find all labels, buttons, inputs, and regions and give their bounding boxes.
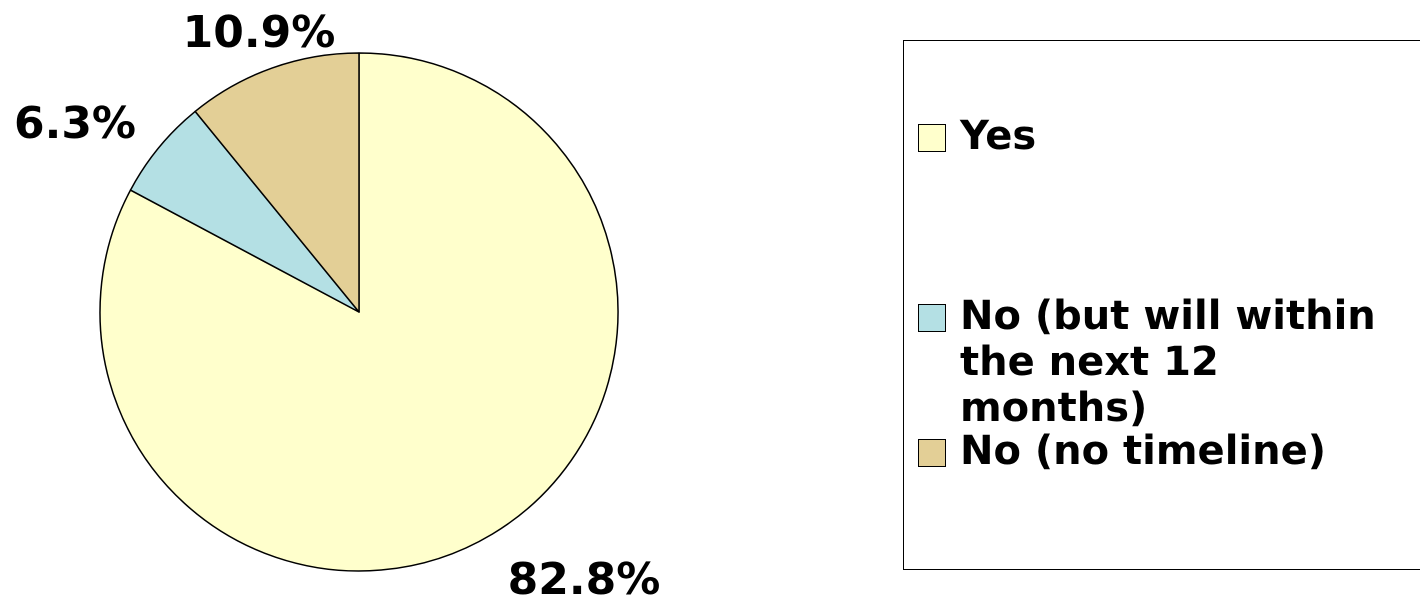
chart-legend: Yes No (but will within the next 12 mont… [903, 40, 1420, 570]
slice-label-no-timeline: 10.9% [183, 7, 336, 58]
legend-label-yes: Yes [960, 113, 1037, 159]
pie-chart: 82.8% 6.3% 10.9% [14, 7, 660, 597]
pie-slice-labels: 82.8% 6.3% 10.9% [14, 7, 660, 597]
legend-label-no-timeline: No (no timeline) [960, 428, 1326, 474]
pie-slices [99, 52, 619, 572]
legend-item-yes: Yes [918, 113, 1420, 159]
slice-label-no-within-12-months: 6.3% [14, 98, 136, 149]
pie-slice-no-timeline [194, 52, 360, 313]
legend-label-no-within-12-months: No (but will within the next 12 months) [960, 293, 1376, 431]
slice-label-yes: 82.8% [508, 554, 661, 597]
legend-swatch-no-within-12-months [918, 304, 946, 332]
legend-item-no-timeline: No (no timeline) [918, 428, 1420, 474]
legend-swatch-no-timeline [918, 439, 946, 467]
legend-item-no-within-12-months: No (but will within the next 12 months) [918, 293, 1420, 431]
legend-swatch-yes [918, 124, 946, 152]
